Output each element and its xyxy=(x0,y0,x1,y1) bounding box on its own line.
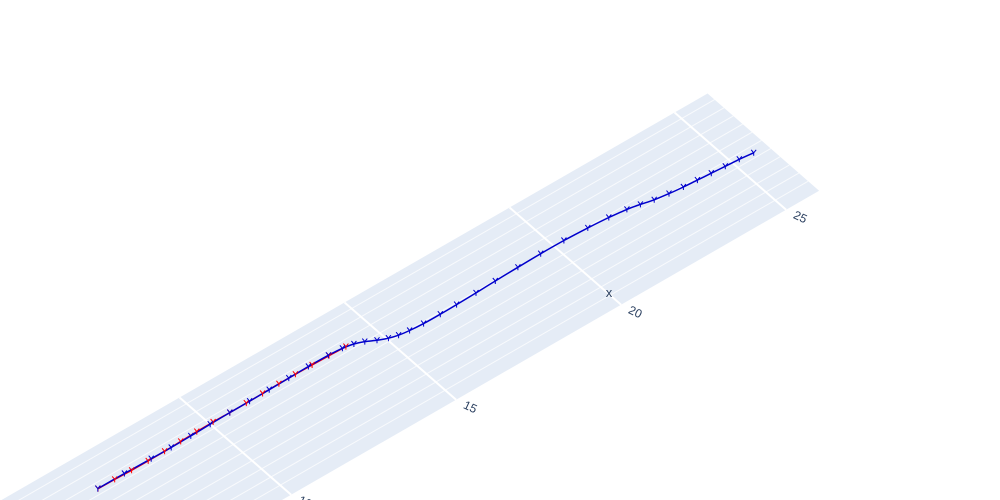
series-point xyxy=(351,340,357,347)
series-point xyxy=(309,361,315,368)
grid-line-y xyxy=(88,123,743,500)
series-point xyxy=(177,438,184,445)
series-point xyxy=(94,485,101,492)
series-point xyxy=(637,201,644,208)
plot-floor xyxy=(1,93,820,500)
series-point xyxy=(561,237,567,244)
series-point xyxy=(276,380,282,387)
floor-plane xyxy=(1,93,820,500)
series-point xyxy=(694,176,701,184)
marker-group xyxy=(94,149,757,492)
grid-line-y xyxy=(206,164,790,500)
grid-line-x xyxy=(673,111,787,211)
series-point xyxy=(736,155,743,163)
series-point xyxy=(243,399,250,407)
series-point xyxy=(666,190,672,197)
series-point xyxy=(385,334,392,342)
series-point xyxy=(111,476,118,483)
series-point xyxy=(395,331,402,339)
series-point xyxy=(515,263,521,271)
series-point xyxy=(605,214,612,221)
series-point xyxy=(246,397,253,405)
x-tick-label: 25 xyxy=(791,208,809,226)
series-point xyxy=(651,196,658,203)
series-point xyxy=(148,455,155,462)
series-point xyxy=(226,409,233,416)
series-point xyxy=(420,320,427,327)
series-point xyxy=(266,386,273,393)
series-point xyxy=(339,344,346,352)
grid-line-y xyxy=(41,107,725,500)
series-point xyxy=(361,338,368,345)
series-point xyxy=(406,327,413,334)
grid-line-y xyxy=(112,131,753,500)
grid-line-x xyxy=(178,396,292,496)
x-tick-label: 10 xyxy=(296,493,314,500)
series-point xyxy=(722,162,729,170)
series-point xyxy=(584,224,591,231)
series-point xyxy=(374,336,380,344)
series-point xyxy=(128,466,135,474)
x-axis-title: x xyxy=(606,285,613,300)
axis-labels: x 10 15 20 25 xyxy=(296,208,809,500)
grid-line-y xyxy=(253,180,809,500)
series-point xyxy=(121,470,128,477)
series-point xyxy=(168,444,175,451)
series-point xyxy=(492,277,499,284)
grid-line-y xyxy=(18,99,715,500)
series-point xyxy=(210,418,216,425)
grid-line-x xyxy=(508,206,622,306)
grid-line-y xyxy=(182,156,781,500)
series-point xyxy=(750,149,757,156)
x-tick-label: 15 xyxy=(461,398,479,416)
grid-lines xyxy=(18,99,809,500)
series-point xyxy=(537,250,544,257)
x-tick-label: 20 xyxy=(626,303,644,321)
series-point xyxy=(453,301,460,308)
series-point xyxy=(343,343,349,350)
series-point xyxy=(161,447,168,455)
series-point xyxy=(285,374,292,382)
series-point xyxy=(437,310,444,318)
series-point xyxy=(193,428,200,435)
series-point xyxy=(325,351,332,359)
grid-line-y xyxy=(229,172,800,500)
series-point xyxy=(259,390,266,397)
series-point xyxy=(207,420,214,428)
series-point xyxy=(305,363,312,370)
series-point xyxy=(187,432,194,439)
series-point xyxy=(624,206,630,213)
grid-line-y xyxy=(135,139,762,500)
series-point xyxy=(473,289,479,296)
grid-line-x xyxy=(343,301,457,401)
series-point xyxy=(708,169,715,177)
grid-line-y xyxy=(159,148,772,500)
grid-line-y xyxy=(65,115,734,500)
series-point xyxy=(292,370,299,378)
series-point xyxy=(680,183,687,190)
series-point xyxy=(145,457,152,464)
